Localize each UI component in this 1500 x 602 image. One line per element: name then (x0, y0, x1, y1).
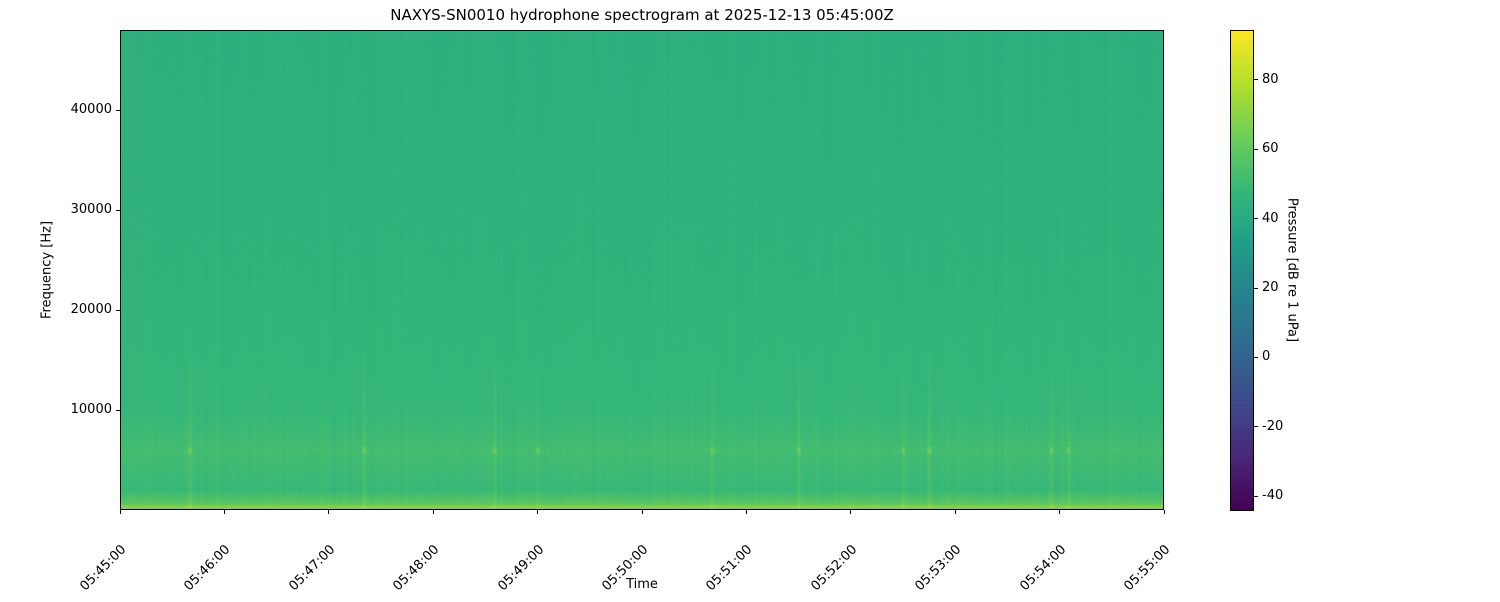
colorbar-label: Pressure [dB re 1 uPa] (1284, 197, 1300, 343)
x-tick-label: 05:54:00 (1017, 542, 1069, 595)
colorbar-tick-label: -40 (1262, 488, 1284, 504)
x-tick-label: 05:55:00 (1121, 542, 1174, 595)
colorbar-tick-mark (1254, 426, 1258, 428)
x-tick-label: 05:50:00 (599, 542, 652, 595)
x-tick-label: 05:51:00 (703, 542, 756, 595)
y-tick-mark (116, 109, 120, 111)
colorbar-tick-mark (1254, 148, 1258, 150)
x-tick-label: 05:48:00 (390, 542, 443, 595)
x-tick-label: 05:46:00 (181, 542, 234, 595)
x-tick-mark (745, 510, 747, 514)
x-tick-label: 05:52:00 (808, 542, 861, 595)
colorbar (1230, 30, 1253, 510)
x-tick-mark (954, 510, 956, 514)
x-tick-mark (850, 510, 852, 514)
colorbar-tick-label: 0 (1262, 349, 1271, 365)
colorbar-tick-mark (1254, 79, 1258, 81)
colorbar-tick-mark (1254, 218, 1258, 220)
y-tick-mark (116, 209, 120, 211)
x-tick-mark (119, 510, 121, 514)
y-tick-label: 40000 (70, 102, 112, 117)
plot-frame (120, 30, 1164, 510)
colorbar-tick-mark (1254, 356, 1258, 358)
y-tick-label: 20000 (70, 302, 112, 317)
x-tick-label: 05:49:00 (495, 542, 547, 595)
x-tick-mark (328, 510, 330, 514)
x-tick-mark (641, 510, 643, 514)
colorbar-tick-mark (1254, 495, 1258, 497)
x-axis-label: Time (626, 577, 658, 592)
y-tick-label: 30000 (70, 202, 112, 217)
x-tick-label: 05:45:00 (77, 542, 130, 595)
colorbar-tick-label: 60 (1262, 141, 1279, 157)
y-tick-mark (116, 409, 120, 411)
spectrogram-heatmap (120, 30, 1164, 510)
x-tick-mark (432, 510, 434, 514)
y-tick-label: 10000 (70, 402, 112, 417)
y-tick-mark (116, 309, 120, 311)
x-tick-mark (223, 510, 225, 514)
colorbar-tick-label: -20 (1262, 418, 1284, 434)
x-tick-label: 05:53:00 (912, 542, 965, 595)
colorbar-tick-label: 80 (1262, 71, 1279, 87)
x-tick-mark (1059, 510, 1061, 514)
colorbar-tick-label: 40 (1262, 210, 1279, 226)
x-tick-label: 05:47:00 (286, 542, 339, 595)
x-tick-mark (1163, 510, 1165, 514)
colorbar-tick-mark (1254, 287, 1258, 289)
x-tick-mark (537, 510, 539, 514)
colorbar-frame (1230, 30, 1254, 511)
colorbar-tick-label: 20 (1262, 280, 1279, 296)
chart-title: NAXYS-SN0010 hydrophone spectrogram at 2… (390, 6, 894, 24)
